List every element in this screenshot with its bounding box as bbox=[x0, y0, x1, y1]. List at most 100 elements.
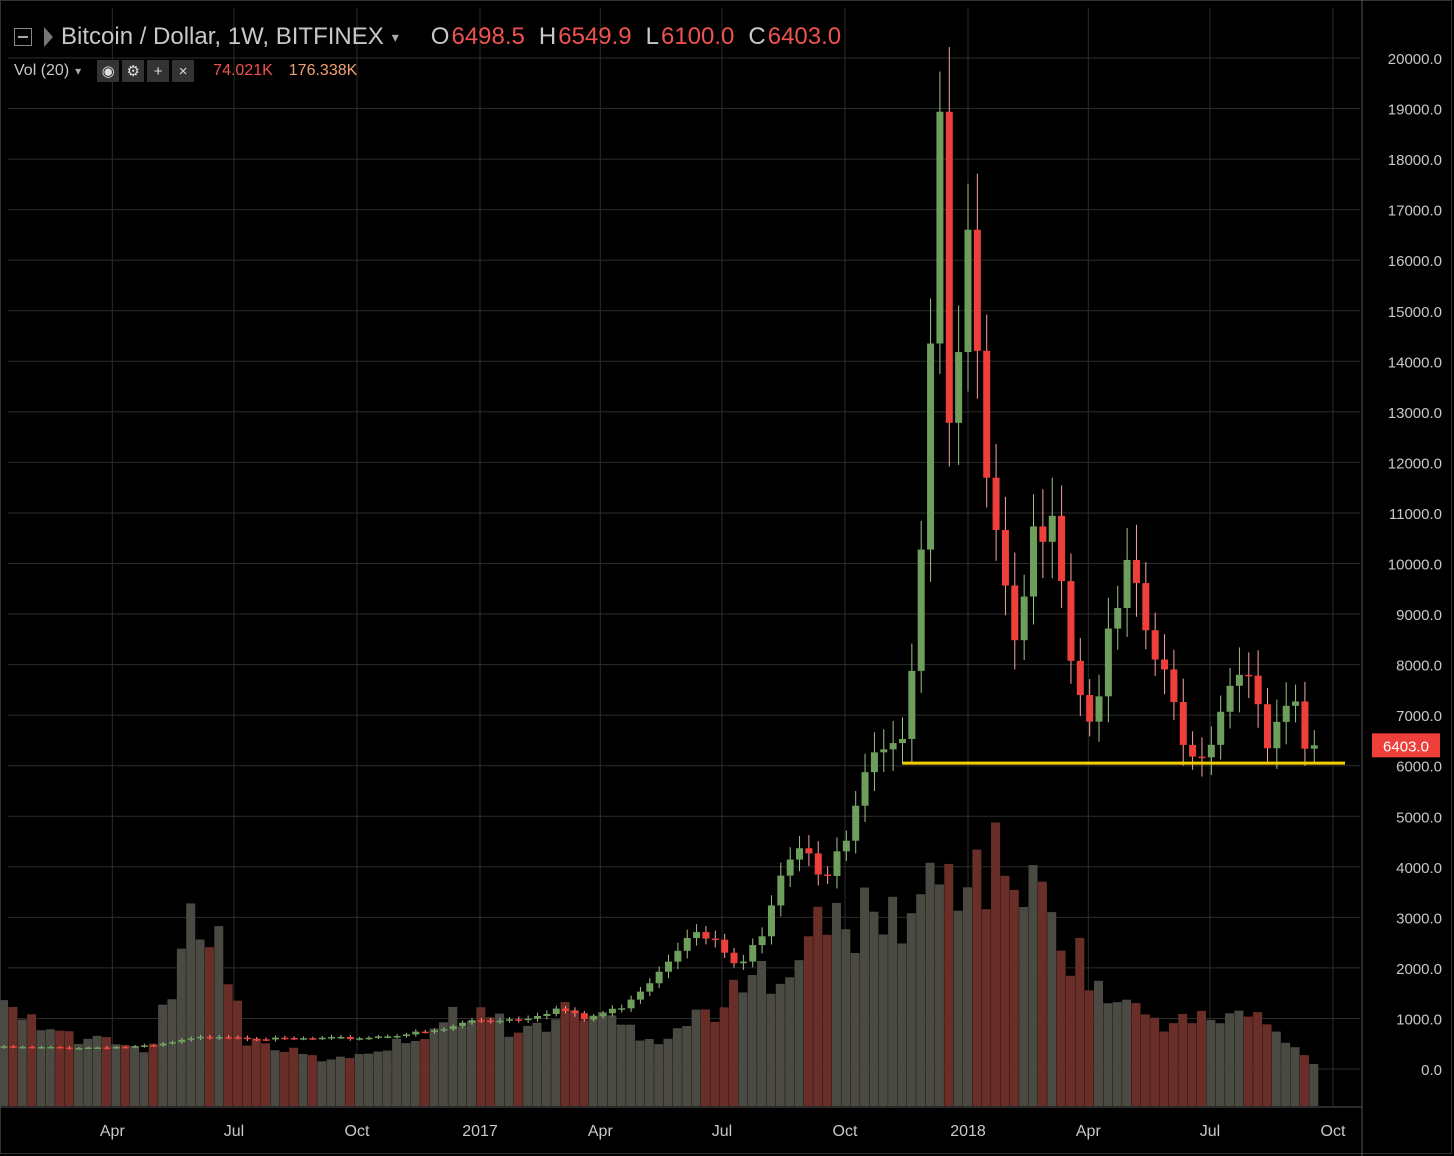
candle[interactable] bbox=[730, 952, 738, 964]
candle[interactable] bbox=[515, 1019, 523, 1021]
candle[interactable] bbox=[1114, 607, 1122, 629]
candle[interactable] bbox=[243, 1037, 251, 1040]
candle[interactable] bbox=[1310, 745, 1318, 749]
candle[interactable] bbox=[393, 1036, 401, 1038]
candle[interactable] bbox=[973, 229, 981, 351]
candle[interactable] bbox=[945, 111, 953, 423]
candle[interactable] bbox=[936, 111, 944, 344]
candle[interactable] bbox=[421, 1031, 429, 1034]
candle[interactable] bbox=[1301, 701, 1309, 749]
candle[interactable] bbox=[253, 1038, 261, 1041]
candle[interactable] bbox=[796, 848, 804, 860]
candle[interactable] bbox=[590, 1016, 598, 1020]
candle[interactable] bbox=[412, 1031, 420, 1035]
symbol-title[interactable]: Bitcoin / Dollar, 1W, BITFINEX bbox=[61, 23, 384, 50]
candle[interactable] bbox=[374, 1036, 382, 1038]
candle[interactable] bbox=[47, 1046, 55, 1049]
candle[interactable] bbox=[440, 1029, 448, 1031]
candle[interactable] bbox=[19, 1046, 27, 1049]
candle[interactable] bbox=[66, 1047, 74, 1050]
collapse-icon[interactable] bbox=[14, 28, 32, 46]
candle[interactable] bbox=[0, 1046, 8, 1048]
candle[interactable] bbox=[608, 1008, 616, 1014]
candle[interactable] bbox=[683, 938, 691, 951]
candle[interactable] bbox=[140, 1045, 148, 1047]
volume-chevron-down-icon[interactable]: ▾ bbox=[75, 64, 82, 78]
candle[interactable] bbox=[1039, 526, 1047, 542]
candle[interactable] bbox=[524, 1018, 532, 1021]
candle[interactable] bbox=[786, 859, 794, 876]
candle[interactable] bbox=[1263, 704, 1271, 749]
candle[interactable] bbox=[178, 1039, 186, 1043]
candle[interactable] bbox=[103, 1047, 111, 1049]
candle[interactable] bbox=[159, 1043, 167, 1046]
candle[interactable] bbox=[150, 1045, 158, 1047]
candle[interactable] bbox=[1104, 628, 1112, 697]
candle[interactable] bbox=[1179, 702, 1187, 745]
candle[interactable] bbox=[402, 1034, 410, 1037]
candle[interactable] bbox=[702, 932, 710, 939]
candle[interactable] bbox=[1076, 660, 1084, 696]
candle[interactable] bbox=[505, 1019, 513, 1021]
candle[interactable] bbox=[1207, 744, 1215, 758]
candle[interactable] bbox=[711, 938, 719, 941]
candle[interactable] bbox=[749, 945, 757, 962]
candle[interactable] bbox=[262, 1039, 270, 1041]
candle[interactable] bbox=[197, 1036, 205, 1039]
candle[interactable] bbox=[646, 983, 654, 992]
candle[interactable] bbox=[122, 1046, 130, 1049]
candle[interactable] bbox=[1048, 515, 1056, 542]
candle[interactable] bbox=[627, 999, 635, 1009]
candle[interactable] bbox=[9, 1046, 17, 1048]
candle[interactable] bbox=[992, 477, 1000, 530]
candle[interactable] bbox=[337, 1036, 345, 1039]
candle[interactable] bbox=[271, 1037, 279, 1040]
gear-icon[interactable]: ⚙ bbox=[122, 60, 145, 82]
chevron-down-icon[interactable]: ▾ bbox=[391, 28, 399, 45]
candle[interactable] bbox=[562, 1008, 570, 1012]
eye-icon[interactable]: ◉ bbox=[97, 60, 120, 82]
candle[interactable] bbox=[477, 1020, 485, 1022]
candle[interactable] bbox=[1170, 669, 1178, 703]
candle[interactable] bbox=[580, 1013, 588, 1020]
candle[interactable] bbox=[1273, 721, 1281, 749]
candle[interactable] bbox=[908, 670, 916, 739]
candle[interactable] bbox=[1086, 695, 1094, 722]
candle[interactable] bbox=[1254, 675, 1262, 705]
candle[interactable] bbox=[225, 1037, 233, 1039]
candle[interactable] bbox=[917, 549, 925, 671]
candle[interactable] bbox=[1235, 674, 1243, 686]
candle[interactable] bbox=[431, 1030, 439, 1032]
candle[interactable] bbox=[674, 950, 682, 962]
candle[interactable] bbox=[281, 1037, 289, 1040]
candle[interactable] bbox=[655, 971, 663, 984]
candle[interactable] bbox=[187, 1038, 195, 1040]
candle[interactable] bbox=[449, 1026, 457, 1030]
candle[interactable] bbox=[309, 1038, 317, 1040]
candle[interactable] bbox=[318, 1037, 326, 1040]
candle[interactable] bbox=[833, 851, 841, 877]
candle[interactable] bbox=[131, 1046, 139, 1048]
candle[interactable] bbox=[1058, 515, 1066, 582]
candle[interactable] bbox=[1292, 701, 1300, 706]
candle[interactable] bbox=[1123, 559, 1131, 608]
candle[interactable] bbox=[552, 1008, 560, 1014]
candle[interactable] bbox=[852, 805, 860, 841]
candle[interactable] bbox=[1282, 705, 1290, 722]
candle[interactable] bbox=[290, 1037, 298, 1040]
candle[interactable] bbox=[861, 772, 869, 806]
candle[interactable] bbox=[1161, 659, 1169, 670]
candle[interactable] bbox=[1011, 585, 1019, 641]
candle[interactable] bbox=[487, 1020, 495, 1023]
candle[interactable] bbox=[28, 1046, 36, 1049]
candle[interactable] bbox=[665, 961, 673, 972]
candle[interactable] bbox=[300, 1038, 308, 1040]
candle[interactable] bbox=[1132, 559, 1140, 584]
candle[interactable] bbox=[1245, 674, 1253, 677]
candle[interactable] bbox=[1142, 583, 1150, 631]
candle[interactable] bbox=[346, 1036, 354, 1040]
candle[interactable] bbox=[365, 1037, 373, 1040]
candle[interactable] bbox=[1151, 630, 1159, 660]
volume-title[interactable]: Vol (20) bbox=[14, 62, 70, 79]
